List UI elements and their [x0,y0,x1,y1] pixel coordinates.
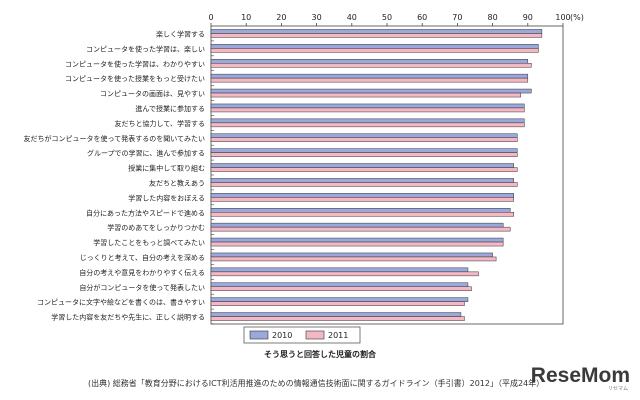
x-tick-label: 40 [347,13,357,22]
bar-2010 [210,297,469,302]
x-tick-label: 80 [488,13,498,22]
x-tick-label: 30 [312,13,322,22]
bar-2011 [210,197,514,202]
bar-2010 [210,148,518,153]
bar-2011 [210,63,532,68]
x-tick-label: 20 [276,13,286,22]
category-label: 自分の考えや意見をわかりやすく伝える [79,268,205,277]
bar-2010 [210,282,469,287]
legend-box [243,326,361,344]
bar-2010 [210,163,514,168]
bar-2011 [210,271,479,277]
bar-2010 [210,88,532,94]
bar-2010 [210,29,543,34]
category-label: 学習した内容をおぼえる [128,193,205,202]
resemom-logo-sub: リセマム [607,386,628,392]
category-label: 授業に集中して取り組む [128,164,205,173]
bar-2010 [210,222,504,228]
bar-2011 [210,212,514,217]
bar-2010 [210,59,529,64]
category-label: コンピュータの画面は、見やすい [100,89,205,98]
bar-2011 [210,122,525,128]
bar-2011 [210,256,497,262]
category-label: コンピュータを使った授業をもっと受けたい [65,74,205,83]
category-label: コンピュータに文字や絵などを書くのは、書きやすい [37,298,205,307]
category-label: コンピュータを使った学習は、わかりやすい [65,59,205,68]
resemom-logo: ReseMom [530,364,630,387]
bar-2010 [210,73,529,79]
bar-2010 [210,103,525,109]
bar-2010 [210,252,493,258]
category-label: グループでの学習に、進んで参加する [87,149,205,158]
bar-2010 [210,44,539,49]
category-label: 学習した内容を友だちや先生に、正しく説明する [51,313,205,322]
bar-2010 [210,178,514,183]
bar-2011 [210,77,529,83]
category-label: 学習のめあてをしっかりつかむ [107,223,205,232]
bar-2011 [210,107,525,113]
bar-2010 [210,208,511,213]
bar-2011 [210,167,518,172]
bar-2011 [210,33,543,38]
category-label: 自分にあった方法やスピードで進める [86,208,205,217]
bar-2010 [210,193,514,198]
legend-label-2011: 2011 [328,331,348,340]
bar-2011 [210,137,518,142]
x-tick-label: 60 [417,13,427,22]
category-label: じっくりと考えて、自分の考えを深める [80,253,205,262]
legend-swatch-2010 [249,330,269,340]
legend-label-2010: 2010 [272,331,292,340]
category-label: 友だちと協力して、学習する [115,119,205,128]
source-note: (出典) 総務省「教育分野におけるICT利活用推進のための情報通信技術面に関する… [88,379,545,388]
bar-2011 [210,316,465,321]
category-label: 学習したことをもっと調べてみたい [93,238,205,247]
category-label: コンピュータを使った学習は、楽しい [86,44,205,53]
bar-2010 [210,133,518,138]
category-label: 友だちと教えあう [149,178,205,187]
bar-2010 [210,267,469,273]
x-tick-label: 90 [523,13,533,22]
bar-2011 [210,241,504,247]
x-tick-label: 0 [208,13,213,22]
bar-2010 [210,118,525,124]
category-label: 友だちがコンピュータを使って発表するのを聞いてみたい [24,134,205,143]
chart-caption: そう思うと回答した児童の割合 [264,350,376,359]
bar-2010 [210,312,462,317]
x-tick-label: 100 [555,13,570,22]
bar-2011 [210,92,522,98]
bar-2010 [210,237,504,243]
bar-2011 [210,286,472,291]
legend-swatch-2011 [305,330,325,340]
plot-frame [210,25,564,325]
category-label: 進んで授業に参加する [135,104,205,113]
x-tick-label: 70 [452,13,462,22]
x-axis-unit: (%) [570,13,584,22]
bar-2011 [210,182,518,187]
bar-2011 [210,301,465,306]
bar-2011 [210,152,518,157]
x-tick-label: 10 [241,13,251,22]
bar-2011 [210,48,539,53]
x-tick-label: 50 [382,13,392,22]
category-label: 自分がコンピュータを使って発表したい [79,283,205,292]
bar-2011 [210,226,511,232]
bar-chart: 0 10 20 30 40 50 60 70 80 90 100 (%) 楽しく学習するコンピュータを使… [24,13,584,344]
category-label: 楽しく学習する [156,29,205,38]
